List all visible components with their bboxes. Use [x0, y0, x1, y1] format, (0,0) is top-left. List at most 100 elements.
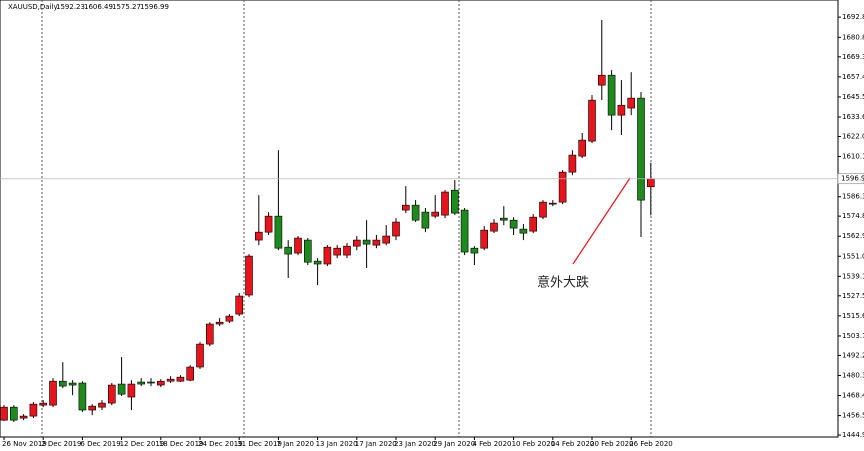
- x-tick-label: 31 Dec 2019: [237, 440, 282, 448]
- candle-body: [186, 366, 194, 381]
- x-tick-label: 24 Dec 2019: [198, 440, 243, 448]
- candle-body: [519, 228, 528, 234]
- candle-body: [29, 403, 38, 417]
- x-tick-label: 10 Feb 2020: [512, 440, 556, 448]
- candle-body: [343, 245, 351, 256]
- candle-body: [264, 215, 273, 233]
- x-tick-label: 2 Dec 2019: [41, 440, 81, 448]
- candle-body: [274, 215, 283, 249]
- y-tick-label: 1657.40: [842, 73, 864, 81]
- candle-body: [78, 382, 87, 411]
- candle-body: [58, 380, 67, 387]
- candle-body: [323, 246, 332, 265]
- y-tick-label: 1515.65: [842, 312, 864, 320]
- candle-body: [215, 321, 224, 325]
- candle-body: [157, 380, 165, 386]
- candle-body: [284, 246, 293, 255]
- candle-body: [382, 235, 391, 244]
- y-tick-label: 1551.00: [842, 252, 864, 260]
- y-tick-label: 1574.80: [842, 212, 864, 220]
- y-tick-label: 1444.95: [842, 431, 864, 439]
- candle-body: [480, 229, 489, 249]
- candle-body: [470, 247, 479, 254]
- x-tick-label: 12 Dec 2019: [120, 440, 165, 448]
- x-tick-label: 14 Feb 2020: [551, 440, 595, 448]
- candle-body: [499, 217, 508, 221]
- annotation-arrow: [572, 177, 631, 265]
- candle-body: [401, 204, 410, 211]
- x-tick-label: 26 Nov 2019: [2, 440, 47, 448]
- y-tick-label: 1586.35: [842, 193, 864, 201]
- x-tick-label: 26 Feb 2020: [629, 440, 673, 448]
- candle-body: [294, 237, 302, 254]
- candle-body: [372, 239, 381, 246]
- candle-body: [441, 191, 449, 216]
- y-tick-label: 1480.30: [842, 371, 864, 379]
- candle-body: [225, 315, 234, 322]
- candle-body: [166, 378, 175, 382]
- candle-body: [137, 381, 145, 385]
- header-low: 1575.27: [112, 3, 141, 11]
- y-tick-label: 1669.30: [842, 53, 864, 61]
- period-separators: [41, 0, 652, 437]
- candle-body: [450, 189, 459, 214]
- y-tick-label: 1503.75: [842, 332, 864, 340]
- candle-body: [548, 202, 557, 205]
- candle-body: [588, 99, 596, 142]
- candle-body: [392, 221, 400, 237]
- candle-body: [607, 74, 616, 116]
- current-price-label: 1596.99: [841, 175, 864, 183]
- x-tick-label: 7 Jan 2020: [276, 440, 314, 448]
- candle-body: [421, 211, 430, 229]
- candle-body: [490, 222, 498, 232]
- candle-body: [303, 239, 312, 263]
- x-tick-label: 29 Jan 2020: [433, 440, 475, 448]
- candle-body: [68, 382, 77, 386]
- candle-body: [147, 381, 155, 384]
- y-tick-label: 1539.10: [842, 272, 864, 280]
- candle-body: [313, 260, 322, 265]
- x-tick-label: 18 Dec 2019: [159, 440, 204, 448]
- candle-body: [352, 239, 361, 247]
- y-tick-label: 1622.05: [842, 132, 864, 140]
- candle-body: [255, 231, 263, 241]
- candle-body: [117, 383, 126, 395]
- current-price-box: [837, 173, 864, 185]
- x-tick-label: 20 Feb 2020: [590, 440, 634, 448]
- candle-body: [196, 343, 204, 368]
- candle-body: [411, 204, 420, 221]
- candle-body: [529, 216, 538, 232]
- candle-body: [176, 376, 185, 382]
- candle-body: [10, 406, 18, 421]
- candle-body: [39, 402, 48, 406]
- candle-body: [568, 154, 577, 173]
- y-tick-label: 1562.90: [842, 232, 864, 240]
- x-tick-label: 13 Jan 2020: [316, 440, 358, 448]
- candle-body: [0, 406, 8, 421]
- y-tick-label: 1680.85: [842, 33, 864, 41]
- y-tick-label: 1645.50: [842, 93, 864, 101]
- y-tick-label: 1456.50: [842, 412, 864, 420]
- annotation: 意外大跌: [537, 275, 589, 291]
- x-tick-label: 6 Dec 2019: [80, 440, 120, 448]
- x-tick-label: 23 Jan 2020: [394, 440, 436, 448]
- candle-body: [597, 74, 606, 86]
- candle-body: [460, 209, 469, 253]
- candle-body: [362, 239, 371, 245]
- candle-body: [88, 405, 96, 411]
- y-tick-label: 1633.60: [842, 113, 864, 121]
- candle-body: [206, 323, 214, 345]
- candle-body: [646, 178, 655, 188]
- x-tick-label: 17 Jan 2020: [355, 440, 397, 448]
- y-tick-label: 1610.15: [842, 153, 864, 161]
- candle-body: [108, 384, 116, 404]
- candle-body: [19, 415, 28, 419]
- candle-body: [627, 97, 636, 109]
- y-tick-label: 1527.55: [842, 292, 864, 300]
- candle-body: [617, 104, 626, 116]
- candle-body: [127, 383, 136, 398]
- header-close: 1596.99: [140, 3, 169, 11]
- candle-body: [431, 211, 440, 217]
- header-high: 1606.49: [84, 3, 113, 11]
